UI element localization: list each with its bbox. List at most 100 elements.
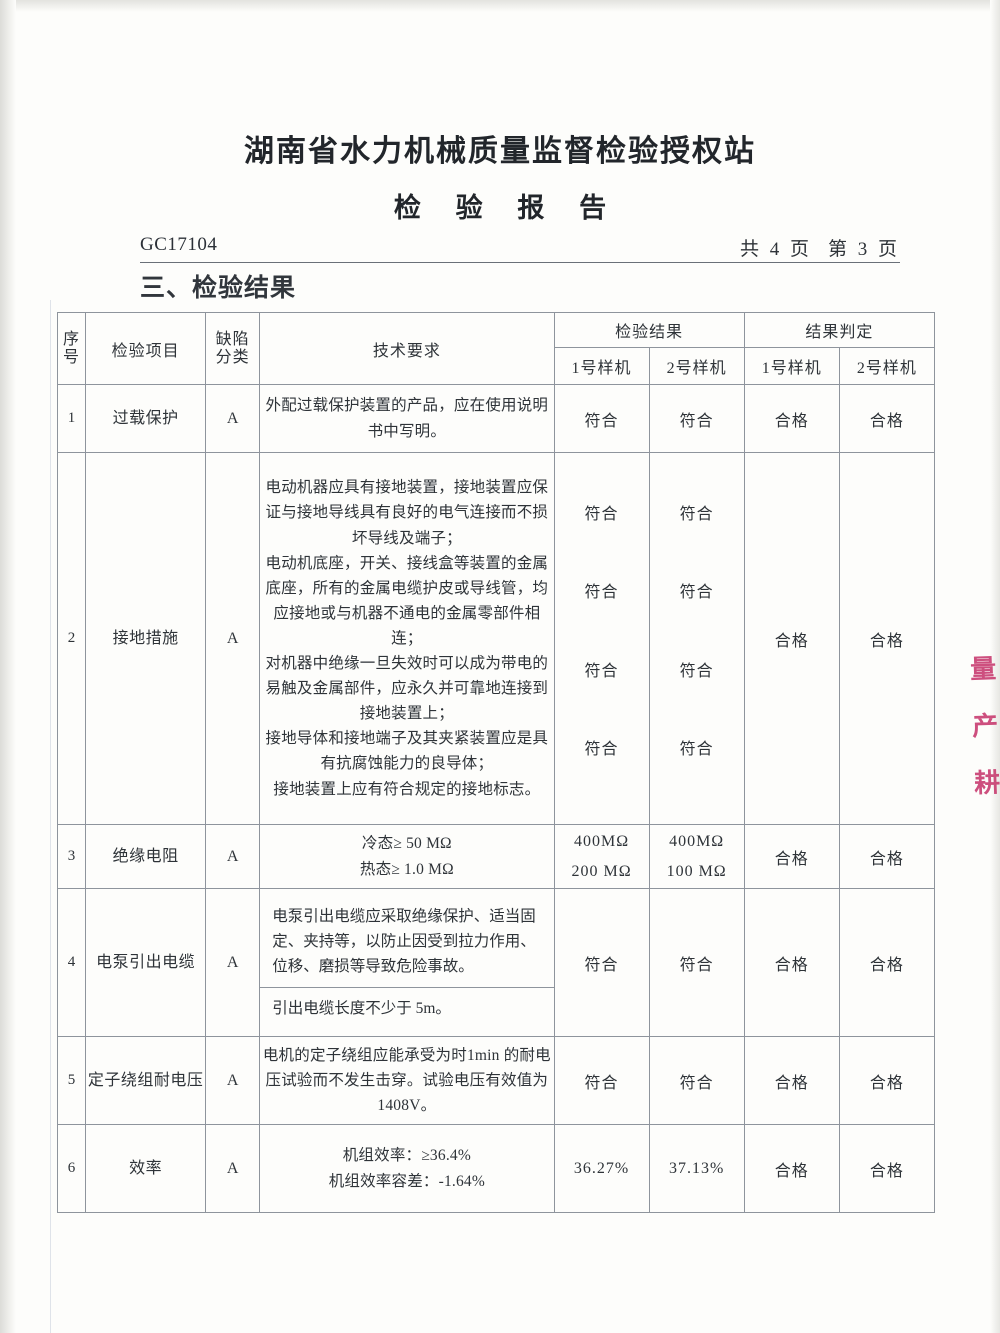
result-list: 400MΩ 100 MΩ [650, 827, 744, 886]
scan-edge-right [990, 0, 1000, 1333]
cell-tech-requirement: 机组效率：≥36.4% 机组效率容差：-1.64% [259, 1124, 555, 1213]
tech-requirement-paragraph: 接地装置上应有符合规定的接地标志。 [273, 780, 541, 798]
cell-judgment-sample2: 合格 [838, 888, 936, 1037]
tech-requirement-paragraph: 电机的定子绕组应能承受为时1min 的耐电压试验而不发生击穿。试验电压有效值为 … [262, 1046, 551, 1115]
cell-result-sample1: 400MΩ 200 MΩ [553, 824, 650, 889]
tech-requirement-paragraph: 热态≥ 1.0 MΩ [359, 860, 454, 878]
cell-tech-requirement: 电动机器应具有接地装置，接地装置应保证与接地导线具有良好的电气连接而不损坏导线及… [259, 452, 555, 825]
table-row: 1 过载保护 A 外配过载保护装置的产品，应在使用说明书中写明。 符合 符合 合格 合格 [56, 384, 936, 453]
cell-tech-requirement: 电机的定子绕组应能承受为时1min 的耐电压试验而不发生击穿。试验电压有效值为 … [259, 1036, 555, 1125]
header-item: 检验项目 [85, 312, 207, 385]
header-result-sample2: 2号样机 [648, 347, 745, 385]
scan-artifact-line [50, 300, 51, 1333]
result-value: 100 MΩ [666, 862, 727, 880]
table-row: 2 接地措施 A 电动机器应具有接地装置，接地装置应保证与接地导线具有良好的电气连接而… [56, 452, 936, 825]
header-judge-sample2: 2号样机 [838, 347, 936, 385]
cell-result-sample2: 400MΩ 100 MΩ [648, 824, 745, 889]
scan-edge-left [0, 0, 16, 1333]
cell-inspection-item: 定子绕组耐电压 [85, 1036, 207, 1125]
tech-requirement-paragraph: 电动机器应具有接地装置，接地装置应保证与接地导线具有良好的电气连接而不损坏导线及… [265, 479, 549, 547]
result-value: 200 MΩ [571, 862, 632, 880]
header-tech-requirement: 技术要求 [259, 312, 555, 385]
result-list: 符合 符合 符合 符合 [555, 463, 649, 815]
page-current: 第 3 页 [827, 239, 900, 260]
document-title: 湖南省水力机械质量监督检验授权站 [244, 135, 756, 168]
section-heading: 三、检验结果 [140, 274, 297, 302]
header-judge-sample1: 1号样机 [743, 347, 840, 385]
scan-edge-top [0, 0, 1000, 12]
cell-result-sample1: 符合 符合 符合 符合 [553, 452, 650, 825]
table-row: 6 效率 A 机组效率：≥36.4% 机组效率容差：-1.64% 36.27% 37.13%… [56, 1124, 936, 1213]
cell-no: 5 [56, 1036, 87, 1125]
cell-defect-class: A [205, 888, 261, 1037]
cell-no: 4 [56, 888, 87, 1037]
tech-requirement-paragraph: 电动机底座，开关、接线盒等装置的金属底座，所有的金属电缆护皮或导线管，均应接地或… [265, 554, 549, 647]
cell-judgment-sample1: 合格 [743, 824, 840, 889]
result-value: 符合 [584, 662, 619, 680]
cell-result-sample2: 37.13% [648, 1124, 745, 1213]
tech-requirement-paragraph: 外配过载保护装置的产品，应在使用说明书中写明。 [265, 397, 549, 440]
header-result-sample1: 1号样机 [553, 347, 650, 385]
report-number: GC17104 [140, 234, 218, 255]
document-subtitle: 检 验 报 告 [393, 193, 621, 223]
result-value: 符合 [679, 662, 714, 680]
tech-requirement-paragraph: 机组效率：≥36.4% [342, 1147, 471, 1165]
cell-result-sample1: 符合 [553, 888, 650, 1037]
tech-requirement-paragraph: 冷态≥ 50 MΩ [361, 835, 452, 853]
result-list: 400MΩ 200 MΩ [555, 827, 649, 886]
result-value: 符合 [584, 584, 619, 602]
cell-tech-requirement: 外配过载保护装置的产品，应在使用说明书中写明。 [259, 384, 555, 453]
cell-judgment-sample2: 合格 [838, 452, 936, 825]
header-no: 序号 [56, 312, 87, 385]
result-value: 400MΩ [573, 832, 630, 850]
tech-requirement-paragraph: 对机器中绝缘一旦失效时可以成为带电的易触及金属部件，应永久并可靠地连接到接地装置… [265, 655, 549, 723]
cell-no: 1 [56, 384, 87, 453]
cell-judgment-sample2: 合格 [838, 824, 936, 889]
cell-judgment-sample1: 合格 [743, 1036, 840, 1125]
cell-result-sample1: 符合 [553, 384, 650, 453]
header-judgment-group: 结果判定 [743, 312, 936, 348]
header-meta-row: GC17104 共 4 页 第 3 页 [140, 234, 900, 263]
result-value: 符合 [679, 584, 714, 602]
table-body: 1 过载保护 A 外配过载保护装置的产品，应在使用说明书中写明。 符合 符合 合格 合格 2 接地… [56, 384, 936, 1213]
inspection-results-table: 序号 检验项目 缺陷分类 技术要求 检验结果 结果判定 1号样机 2号样机 1号… [56, 312, 936, 1213]
cell-judgment-sample1: 合格 [743, 384, 840, 453]
cell-judgment-sample2: 合格 [838, 1036, 936, 1125]
header-defect-class: 缺陷分类 [205, 312, 261, 385]
cell-no: 6 [56, 1124, 87, 1213]
cell-result-sample1: 符合 [553, 1036, 650, 1125]
cell-result-sample2: 符合 [648, 1036, 745, 1125]
cell-inspection-item: 电泵引出电缆 [85, 888, 207, 1037]
cell-tech-requirement: 电泵引出电缆应采取绝缘保护、适当固定、夹持等，以防止因受到拉力作用、位移、磨损等… [259, 888, 555, 1037]
result-list: 符合 符合 符合 符合 [650, 463, 744, 815]
result-value: 符合 [584, 505, 619, 523]
cell-judgment-sample1: 合格 [743, 888, 840, 1037]
cell-defect-class: A [205, 824, 261, 889]
cell-result-sample2: 符合 符合 符合 符合 [648, 452, 745, 825]
table-row: 5 定子绕组耐电压 A 电机的定子绕组应能承受为时1min 的耐电压试验而不发生击穿。… [56, 1036, 936, 1125]
cell-inspection-item: 绝缘电阻 [85, 824, 207, 889]
cell-judgment-sample1: 合格 [743, 452, 840, 825]
result-value: 符合 [584, 741, 619, 759]
cell-result-sample2: 符合 [648, 384, 745, 453]
cell-result-sample1: 36.27% [553, 1124, 650, 1213]
header-inspection-result-group: 检验结果 [553, 312, 745, 348]
red-seal-stamp: 量 产 耕 [966, 654, 1000, 797]
cell-judgment-sample2: 合格 [838, 1124, 936, 1213]
tech-requirement-part: 电泵引出电缆应采取绝缘保护、适当固定、夹持等，以防止因受到拉力作用、位移、磨损等… [260, 896, 554, 989]
result-value: 符合 [679, 741, 714, 759]
cell-defect-class: A [205, 384, 261, 453]
cell-inspection-item: 过载保护 [85, 384, 207, 453]
cell-result-sample2: 符合 [648, 888, 745, 1037]
result-value: 符合 [679, 505, 714, 523]
tech-requirement-part: 引出电缆长度不少于 5m。 [272, 1000, 451, 1018]
cell-judgment-sample1: 合格 [743, 1124, 840, 1213]
cell-no: 2 [56, 452, 87, 825]
tech-requirement-paragraph: 机组效率容差：-1.64% [328, 1172, 485, 1190]
result-value: 400MΩ [669, 832, 725, 850]
table-row: 3 绝缘电阻 A 冷态≥ 50 MΩ 热态≥ 1.0 MΩ 400MΩ 200 MΩ 400M… [56, 824, 936, 889]
cell-tech-requirement: 冷态≥ 50 MΩ 热态≥ 1.0 MΩ [259, 824, 555, 889]
cell-defect-class: A [205, 1124, 261, 1213]
cell-defect-class: A [205, 1036, 261, 1125]
